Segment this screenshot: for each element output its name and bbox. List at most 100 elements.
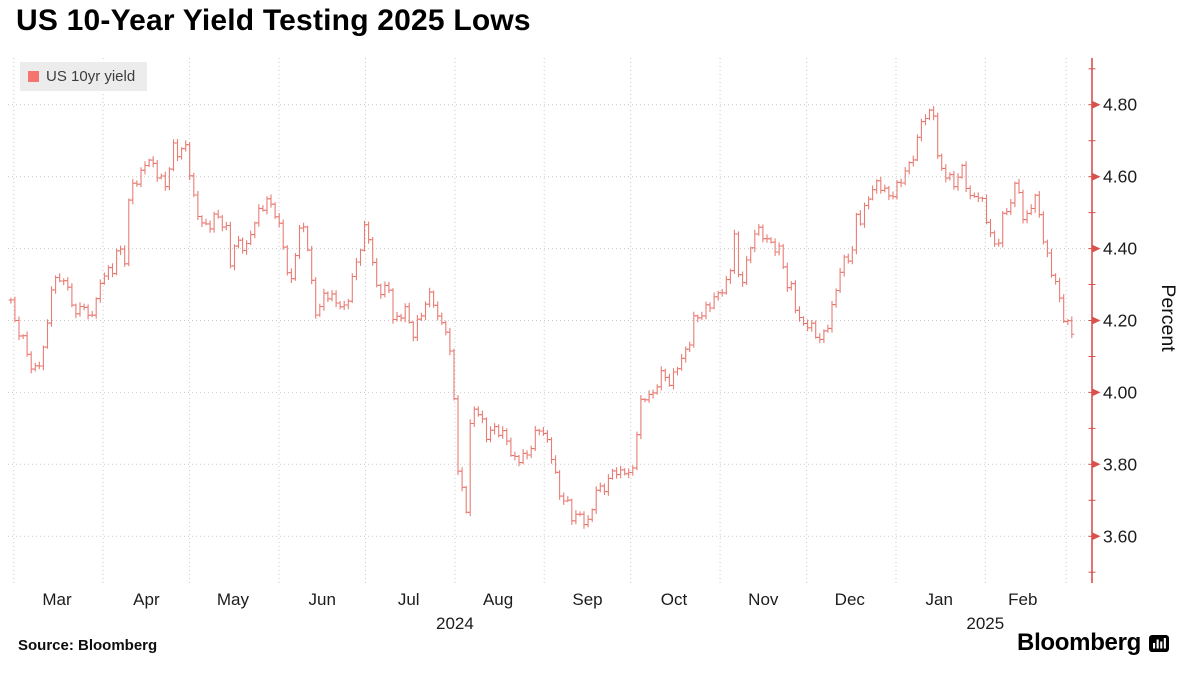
ohlc-bar [219,215,225,232]
page-title: US 10-Year Yield Testing 2025 Lows [16,4,531,37]
ohlc-bar [691,311,697,348]
ohlc-bar [870,185,875,201]
ohlc-bar [248,230,254,246]
ohlc-bar [134,180,140,187]
ohlc-bar [524,450,530,460]
ohlc-bar [69,283,75,308]
ohlc-bar [484,417,489,443]
bloomberg-wordmark: Bloomberg [1017,629,1141,656]
y-tick-label: 4.40 [1103,239,1137,259]
ohlc-bar [935,112,941,159]
y-tick-label: 4.00 [1103,382,1137,402]
ohlc-bar [370,237,376,266]
legend-item-us10yr[interactable]: US 10yr yield [20,62,148,91]
ohlc-bar [662,368,668,382]
ohlc-bar [406,302,412,324]
ohlc-bar [898,178,904,188]
ohlc-bar [854,212,859,255]
ohlc-bar [73,303,79,319]
ohlc-bar [1041,211,1046,245]
ohlc-bar [41,345,46,371]
source-attribution: Source: Bloomberg [18,637,158,654]
ohlc-bar [878,176,884,194]
ohlc-bar [740,271,745,287]
ohlc-bar [1069,316,1075,339]
ohlc-bar [61,278,67,286]
ohlc-bar [593,486,599,514]
ohlc-bar [187,142,193,181]
ohlc-bar [1008,199,1014,215]
ohlc-bar [301,222,306,233]
ohlc-bar [1049,248,1054,278]
ohlc-bar [788,281,794,291]
ohlc-bar [1016,179,1022,194]
ohlc-bar [614,467,619,479]
ohlc-bar [801,316,806,326]
ohlc-bar [49,286,54,327]
x-month-label: Apr [133,590,160,609]
ohlc-bar [772,238,778,257]
ohlc-bar [32,362,38,372]
ohlc-bar [642,398,648,403]
ohlc-bar [923,114,928,126]
ohlc-bar [431,290,436,308]
ohlc-bar [1032,193,1038,213]
ohlc-bar [386,281,392,293]
ohlc-bar [268,194,274,208]
ohlc-bar [36,361,42,370]
ohlc-bar [419,312,424,321]
ohlc-bar [110,263,115,278]
ohlc-bar [894,180,900,200]
ohlc-bar [967,185,973,200]
ohlc-bar [845,253,851,264]
x-year-label: 2025 [966,614,1004,633]
ohlc-bar [988,218,993,238]
ohlc-bar [573,510,579,525]
ohlc-bar [349,273,355,303]
ohlc-bar [707,302,713,313]
ohlc-bar [284,245,290,276]
ohlc-bar [809,320,815,332]
ohlc-bar [175,139,180,161]
ohlc-bar [984,194,989,225]
ohlc-bar [687,341,693,352]
ohlc-bar [545,430,550,443]
ohlc-bar [447,327,453,356]
x-axis-labels: Mar Apr May Jun Jul Aug Sep Oct Nov Dec Jan Feb 2024… [42,590,1037,633]
ohlc-bar [146,158,152,168]
ohlc-bar [805,319,810,332]
ohlc-bar [374,258,380,288]
ohlc-bar [276,213,282,228]
ohlc-bar [142,161,148,175]
ohlc-bar [492,423,497,435]
ohlc-bar [85,304,91,320]
x-month-label: Jan [925,590,952,609]
ohlc-bar [610,468,615,480]
y-tick-arrow-icon [1092,388,1101,397]
ohlc-bar [833,288,839,308]
ohlc-bar [1000,211,1006,248]
ohlc-bar [939,153,945,171]
ohlc-bar [760,224,766,243]
bloomberg-bars-icon [1149,634,1169,652]
y-axis: 3.60 3.80 4.00 4.20 4.40 4.60 4.80 Percent [1088,58,1179,583]
ohlc-bar [402,303,408,323]
ohlc-bar [378,283,384,299]
ohlc-bar [1053,273,1058,285]
ohlc-bar [675,366,680,376]
ohlc-bar [207,220,213,233]
ohlc-bar [382,281,388,298]
ohlc-bar [179,147,184,160]
y-tick-arrow-icon [1092,172,1101,181]
y-tick-label: 4.20 [1103,311,1137,331]
ohlc-bar [358,249,363,266]
ohlc-bar [768,237,774,244]
ohlc-bar [337,301,343,310]
ohlc-bar [126,198,132,267]
x-month-label: May [217,590,250,609]
ohlc-bar [463,485,469,514]
ohlc-bar [658,366,664,391]
ohlc-bar [329,290,335,302]
